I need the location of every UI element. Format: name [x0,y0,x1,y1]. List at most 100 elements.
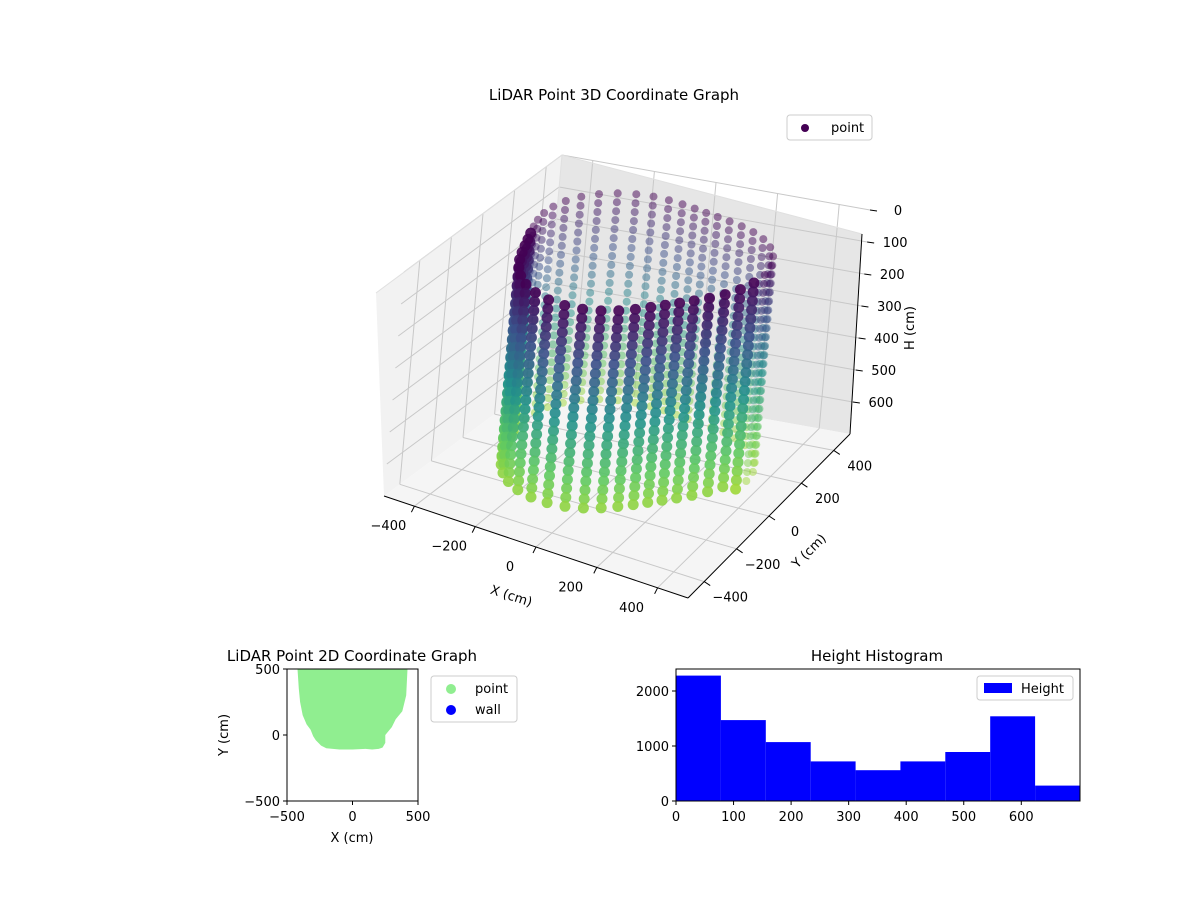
data-point [571,366,583,378]
data-point [663,414,675,426]
data-point [685,267,694,276]
pane-left [376,155,562,496]
data-point [708,266,717,275]
histogram-bar [855,770,901,801]
data-point [753,351,762,360]
data-point [714,342,726,354]
data-point [573,348,585,360]
data-point [549,407,561,419]
data-point [745,441,754,450]
data-point [622,297,631,306]
data-point [732,456,744,468]
data-point [707,423,719,435]
data-point [517,314,529,326]
data-point [650,407,662,419]
data-point [533,215,542,224]
data-point [608,243,617,251]
data-point [723,409,735,421]
data-point [513,475,525,487]
data-point [678,411,690,423]
legend-label-height: Height [1021,682,1064,697]
data-point [540,321,552,333]
data-point [621,402,633,414]
data-point [666,378,678,390]
data-point [638,382,650,394]
data-point [591,234,599,243]
x-axis-label-2d: X (cm) [331,831,374,846]
data-point [531,419,543,431]
data-point [690,445,702,456]
data-point [606,269,615,278]
data-point [628,235,637,243]
data-point [641,282,650,291]
data-point [757,253,766,261]
data-point [524,349,536,361]
data-point [638,373,650,385]
data-point [697,364,709,376]
data-point [642,328,654,340]
data-point [730,483,742,495]
data-point [671,281,680,289]
data-point [513,261,525,273]
data-point [628,490,640,502]
data-point [518,296,530,308]
data-point [755,333,764,342]
data-point [595,190,603,199]
data-point [677,420,689,432]
data-point [661,232,670,240]
data-point [724,226,733,235]
data-point [758,244,767,252]
data-point [721,436,733,448]
data-point [631,454,643,466]
data-point [660,241,669,249]
data-point [738,394,750,405]
data-point [609,234,618,243]
data-point [746,304,758,316]
data-point [580,475,592,487]
data-point [625,270,634,279]
data-point [651,398,662,410]
data-point [543,479,555,491]
histogram-bar [900,761,946,801]
data-point [606,385,618,397]
data-point [646,228,655,237]
data-point [552,380,563,392]
data-point [752,423,761,432]
data-point [569,282,578,291]
data-point [544,461,556,473]
data-point [688,471,699,483]
data-point [512,368,524,380]
data-point [544,256,553,265]
data-point [642,337,654,349]
data-point [505,449,517,461]
data-point [757,306,766,315]
data-point [588,386,600,397]
chart-3d-points [495,189,778,514]
data-point [696,373,708,385]
data-point [509,404,521,416]
data-point [592,217,601,225]
data-point [525,331,537,343]
data-point [625,357,637,369]
data-point [728,355,740,367]
data-point [746,255,755,263]
data-point [548,416,560,428]
data-point [731,320,743,331]
data-point [704,292,715,304]
data-point [636,400,648,412]
data-point [647,210,656,219]
data-point [748,277,760,289]
data-point [556,326,568,338]
histogram-bar [990,716,1036,801]
data-point [736,240,745,249]
data-point [634,427,646,439]
data-point [676,429,688,441]
data-point [685,331,697,343]
data-point [598,466,610,478]
data-point [733,302,745,313]
data-point [722,418,734,430]
data-point [631,199,640,208]
data-point [656,335,668,347]
data-point [605,278,614,287]
data-point [683,358,695,370]
